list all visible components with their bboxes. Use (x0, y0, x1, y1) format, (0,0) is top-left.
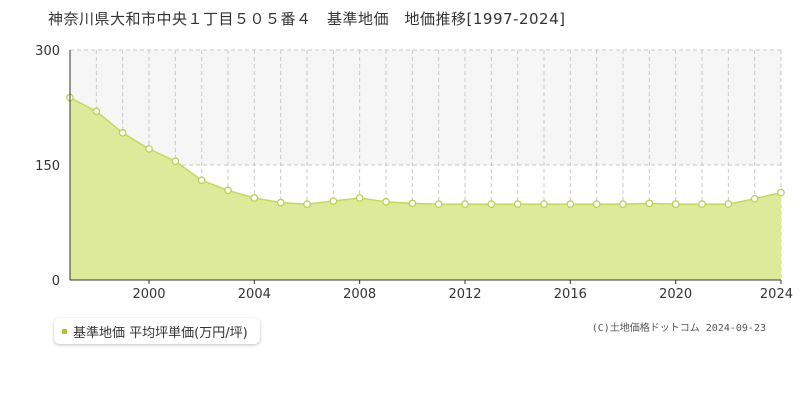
data-point (118, 129, 127, 137)
data-point (145, 145, 153, 153)
x-tick-label: 2020 (659, 287, 692, 302)
data-point (329, 197, 338, 205)
x-tick-label: 2012 (448, 287, 481, 302)
x-tick-label: 2008 (343, 287, 376, 302)
data-point (777, 188, 785, 197)
data-point (566, 200, 575, 208)
x-tick-label: 2024 (760, 287, 793, 302)
copyright-text: (C)土地価格ドットコム 2024-09-23 (591, 323, 766, 334)
y-tick-label: 300 (35, 44, 60, 59)
data-point (750, 194, 759, 203)
data-point (408, 199, 417, 208)
data-point (224, 186, 232, 195)
data-point (724, 200, 733, 208)
plot-band (70, 50, 781, 165)
data-point (197, 176, 206, 185)
data-point (355, 194, 364, 202)
data-point (698, 200, 706, 208)
data-point (540, 200, 548, 208)
data-point (592, 200, 601, 208)
data-point (513, 200, 522, 208)
data-point (461, 200, 469, 208)
x-tick-label: 2016 (554, 287, 587, 302)
legend-swatch (62, 328, 67, 334)
data-point (303, 200, 311, 208)
data-point (171, 157, 180, 165)
data-point (619, 200, 627, 208)
x-tick-label: 2004 (238, 287, 271, 302)
data-point (276, 198, 285, 207)
data-point (671, 200, 680, 208)
data-point (250, 194, 259, 202)
y-tick-label: 150 (35, 159, 60, 174)
legend: 基準地価 平均坪単価(万円/坪) (54, 318, 260, 344)
data-point (487, 200, 496, 208)
page-title: 神奈川県大和市中央１丁目５０５番４ 基準地価 地価推移[1997-2024] (48, 10, 566, 28)
data-point (645, 199, 654, 208)
data-point (382, 198, 390, 206)
x-tick-label: 2000 (132, 287, 165, 302)
series-area (70, 97, 781, 281)
y-tick-label: 0 (52, 274, 60, 289)
data-point (92, 107, 101, 116)
data-point (434, 200, 443, 208)
series-line (69, 96, 782, 205)
legend-label: 基準地価 平均坪単価(万円/坪) (73, 325, 248, 341)
